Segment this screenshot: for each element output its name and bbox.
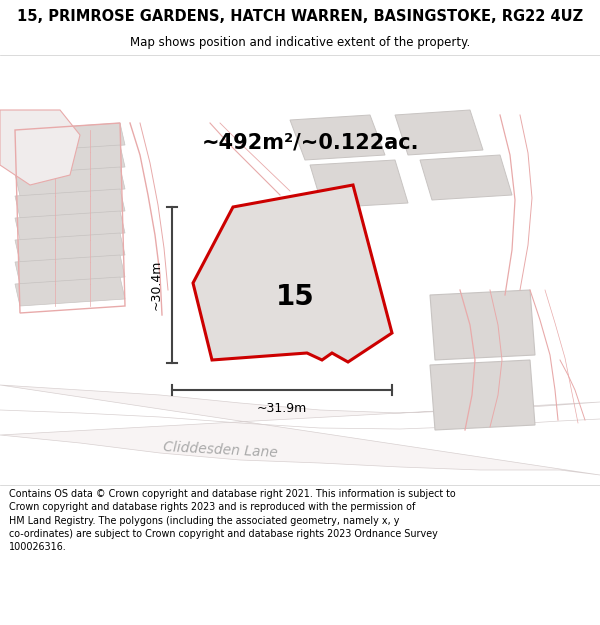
Polygon shape	[0, 385, 600, 475]
Text: 15: 15	[275, 283, 314, 311]
Polygon shape	[15, 167, 125, 196]
Text: ~31.9m: ~31.9m	[257, 401, 307, 414]
Text: Cliddesden Lane: Cliddesden Lane	[163, 440, 278, 460]
Polygon shape	[15, 233, 125, 262]
Polygon shape	[15, 211, 125, 240]
Polygon shape	[240, 213, 355, 313]
Polygon shape	[290, 115, 385, 160]
Polygon shape	[310, 160, 408, 208]
Text: ~492m²/~0.122ac.: ~492m²/~0.122ac.	[201, 133, 419, 153]
Polygon shape	[15, 255, 125, 284]
Polygon shape	[420, 155, 512, 200]
Polygon shape	[15, 189, 125, 218]
Text: Contains OS data © Crown copyright and database right 2021. This information is : Contains OS data © Crown copyright and d…	[9, 489, 456, 552]
Polygon shape	[15, 277, 125, 306]
Polygon shape	[15, 145, 125, 174]
Text: ~30.4m: ~30.4m	[149, 260, 163, 310]
Polygon shape	[395, 110, 483, 155]
Polygon shape	[0, 110, 80, 185]
Text: Map shows position and indicative extent of the property.: Map shows position and indicative extent…	[130, 36, 470, 49]
Polygon shape	[430, 290, 535, 360]
Polygon shape	[15, 123, 125, 152]
Polygon shape	[430, 360, 535, 430]
Text: 15, PRIMROSE GARDENS, HATCH WARREN, BASINGSTOKE, RG22 4UZ: 15, PRIMROSE GARDENS, HATCH WARREN, BASI…	[17, 9, 583, 24]
Polygon shape	[193, 185, 392, 362]
